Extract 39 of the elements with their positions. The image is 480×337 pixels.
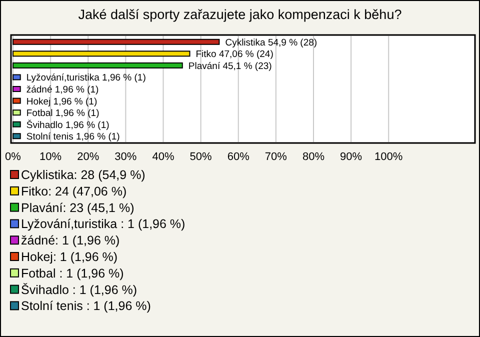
- x-tick-label: 20%: [77, 151, 100, 163]
- text: Fotbal : 1 (1,96 %): [21, 266, 124, 280]
- category-label: Lyžování,turistika 1,96 % (1): [26, 72, 146, 84]
- text: Cyklistika: 28 (54,9 %): [21, 168, 146, 182]
- category-label: Fitko 47,06 % (24): [196, 49, 274, 60]
- category-label: Cyklistika 54,9 % (28): [225, 37, 318, 48]
- x-tick-label: 30%: [114, 151, 137, 163]
- text: Švihadlo : 1 (1,96 %): [21, 282, 138, 297]
- text: Hokej: 1 (1,96 %): [21, 250, 118, 264]
- bar: [12, 86, 21, 92]
- x-tick-label: 60%: [227, 151, 250, 163]
- bar: [12, 133, 21, 140]
- bar: [12, 121, 21, 128]
- x-tick-label: 70%: [264, 151, 288, 163]
- bar: [12, 98, 21, 104]
- bar: [12, 62, 183, 68]
- x-tick-label: 50%: [190, 151, 212, 163]
- category-label: Hokej 1,96 % (1): [26, 96, 98, 108]
- text: Plavání: 23 (45,1 %): [21, 200, 134, 215]
- x-tick-label: 40%: [152, 151, 174, 163]
- bar: [12, 50, 190, 57]
- chart-title: Jaké další sporty zařazujete jako kompenzaci k běhu?: [78, 7, 402, 22]
- category-label: Stolní tenis 1,96 % (1): [26, 132, 120, 143]
- bar: [12, 38, 220, 45]
- category-label: žádné 1,96 % (1): [26, 84, 99, 96]
- bar: [12, 110, 21, 116]
- text: žádné: 1 (1,96 %): [21, 234, 120, 248]
- x-tick-label: 80%: [302, 151, 325, 163]
- bar: [12, 74, 21, 80]
- x-tick-label: 0%: [5, 151, 22, 163]
- text: Stolní tenis : 1 (1,96 %): [21, 299, 151, 314]
- x-tick-label: 10%: [40, 151, 62, 163]
- category-label: Švihadlo 1,96 % (1): [26, 120, 110, 131]
- category-label: Fotbal 1,96 % (1): [26, 108, 100, 120]
- x-tick-label: 90%: [340, 151, 362, 163]
- category-label: Plavání 45,1 % (23): [188, 60, 272, 72]
- x-tick-label: 100%: [374, 151, 403, 163]
- text: Fitko: 24 (47,06 %): [21, 184, 127, 198]
- text: Lyžování,turistika : 1 (1,96 %): [21, 217, 186, 232]
